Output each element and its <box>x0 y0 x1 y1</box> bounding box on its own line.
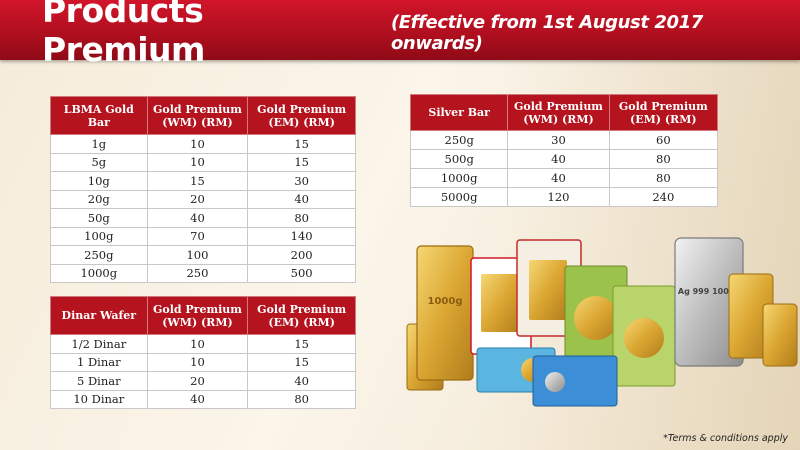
wm-premium-cell: 100 <box>146 245 249 265</box>
product-name-cell: 100g <box>50 226 148 246</box>
wm-premium-cell: 10 <box>146 352 249 372</box>
em-premium-cell: 30 <box>247 171 356 191</box>
wm-premium-cell: 40 <box>507 168 610 188</box>
wm-premium-cell: 40 <box>146 389 249 409</box>
table-row: 5000g 120 240 <box>409 187 719 207</box>
products-illustration: 1000g Ag 999 1000g <box>406 237 798 407</box>
terms-note: *Terms & conditions apply <box>663 433 788 444</box>
page-title: Products Premium <box>42 0 205 69</box>
product-name-cell: 1g <box>50 134 148 154</box>
em-premium-cell: 200 <box>247 245 356 265</box>
table-row: 1000g 40 80 <box>409 168 719 188</box>
dinar-wafer-table: Dinar Wafer Gold Premium (WM) (RM) Gold … <box>50 296 356 409</box>
gold-bar-stamp: 1000g <box>428 296 463 307</box>
gold-card-green <box>564 265 628 367</box>
wm-premium-cell: 20 <box>146 371 249 391</box>
gold-bar-right-small <box>762 303 798 367</box>
table-row: 250g 100 200 <box>50 245 356 265</box>
product-name-cell: 10g <box>50 171 148 191</box>
product-name-cell: 500g <box>409 149 509 169</box>
page-subtitle: (Effective from 1st August 2017 onwards) <box>390 12 703 54</box>
wm-premium-cell: 250 <box>146 263 249 283</box>
header-banner: Products Premium (Effective from 1st Aug… <box>0 0 800 69</box>
wm-premium-cell: 20 <box>146 189 249 209</box>
em-premium-cell: 140 <box>247 226 356 246</box>
wm-premium-cell: 70 <box>146 226 249 246</box>
table-row: 10 Dinar 40 80 <box>50 389 356 409</box>
em-premium-cell: 240 <box>608 187 719 207</box>
table-row: 250g 30 60 <box>409 130 719 150</box>
em-premium-cell: 15 <box>247 352 356 372</box>
em-premium-cell: 15 <box>247 334 356 354</box>
gold-card-green <box>612 285 676 387</box>
product-name-cell: 5g <box>50 152 148 172</box>
em-premium-cell: 500 <box>247 263 356 283</box>
em-premium-cell: 80 <box>247 389 356 409</box>
wm-premium-cell: 10 <box>146 134 249 154</box>
column-header: Gold Premium (WM) (RM) <box>146 296 249 335</box>
silver-bar: Ag 999 1000g <box>674 237 744 367</box>
product-name-cell: 1/2 Dinar <box>50 334 148 354</box>
table-row: 100g 70 140 <box>50 226 356 246</box>
table-row: 1000g 250 500 <box>50 263 356 283</box>
column-header: Gold Premium (EM) (RM) <box>247 96 356 135</box>
silver-bar-table: Silver Bar Gold Premium (WM) (RM) Gold P… <box>409 94 719 207</box>
product-name-cell: 5 Dinar <box>50 371 148 391</box>
em-premium-cell: 40 <box>247 189 356 209</box>
wm-premium-cell: 10 <box>146 152 249 172</box>
em-premium-cell: 80 <box>608 149 719 169</box>
column-header: Dinar Wafer <box>50 296 148 335</box>
gold-bar-large: 1000g <box>416 245 474 381</box>
table-header-row: Silver Bar Gold Premium (WM) (RM) Gold P… <box>409 94 719 131</box>
em-premium-cell: 15 <box>247 152 356 172</box>
kids-card <box>532 355 618 407</box>
table-row: 50g 40 80 <box>50 208 356 228</box>
table-row: 500g 40 80 <box>409 149 719 169</box>
table-row: 20g 20 40 <box>50 189 356 209</box>
product-name-cell: 5000g <box>409 187 509 207</box>
wm-premium-cell: 40 <box>146 208 249 228</box>
em-premium-cell: 40 <box>247 371 356 391</box>
table-row: 1 Dinar 10 15 <box>50 352 356 372</box>
product-name-cell: 20g <box>50 189 148 209</box>
gold-bar-table: LBMA Gold Bar Gold Premium (WM) (RM) Gol… <box>50 96 356 283</box>
column-header: Gold Premium (EM) (RM) <box>608 94 719 131</box>
table-header-row: LBMA Gold Bar Gold Premium (WM) (RM) Gol… <box>50 96 356 135</box>
column-header: LBMA Gold Bar <box>50 96 148 135</box>
product-name-cell: 1000g <box>409 168 509 188</box>
product-name-cell: 250g <box>409 130 509 150</box>
table-row: 1g 10 15 <box>50 134 356 154</box>
table-header-row: Dinar Wafer Gold Premium (WM) (RM) Gold … <box>50 296 356 335</box>
wm-premium-cell: 30 <box>507 130 610 150</box>
table-row: 5g 10 15 <box>50 152 356 172</box>
product-name-cell: 1 Dinar <box>50 352 148 372</box>
wm-premium-cell: 120 <box>507 187 610 207</box>
table-row: 1/2 Dinar 10 15 <box>50 334 356 354</box>
table-row: 5 Dinar 20 40 <box>50 371 356 391</box>
wm-premium-cell: 10 <box>146 334 249 354</box>
column-header: Silver Bar <box>409 94 509 131</box>
silver-bar-stamp: Ag 999 1000g <box>678 287 740 296</box>
product-name-cell: 10 Dinar <box>50 389 148 409</box>
product-name-cell: 1000g <box>50 263 148 283</box>
column-header: Gold Premium (WM) (RM) <box>507 94 610 131</box>
wm-premium-cell: 15 <box>146 171 249 191</box>
em-premium-cell: 80 <box>247 208 356 228</box>
column-header: Gold Premium (EM) (RM) <box>247 296 356 335</box>
column-header: Gold Premium (WM) (RM) <box>146 96 249 135</box>
product-name-cell: 250g <box>50 245 148 265</box>
em-premium-cell: 15 <box>247 134 356 154</box>
wm-premium-cell: 40 <box>507 149 610 169</box>
product-name-cell: 50g <box>50 208 148 228</box>
em-premium-cell: 80 <box>608 168 719 188</box>
table-row: 10g 15 30 <box>50 171 356 191</box>
em-premium-cell: 60 <box>608 130 719 150</box>
